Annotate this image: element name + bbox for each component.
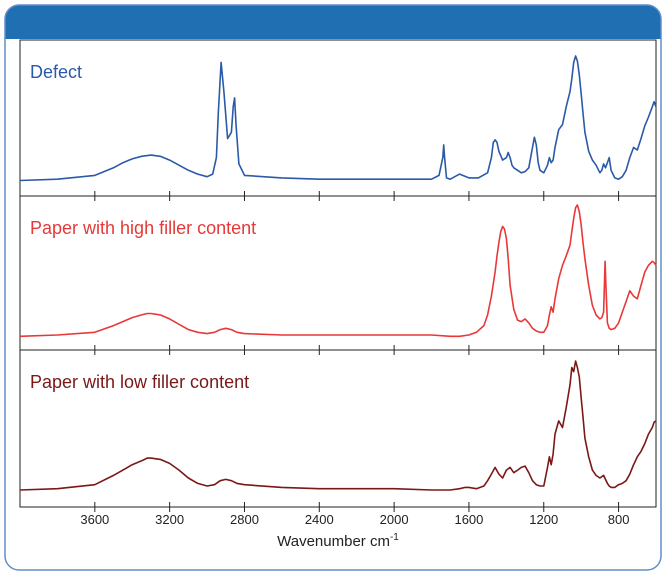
frame-background	[5, 5, 661, 570]
x-tick-label: 2000	[380, 512, 409, 527]
x-tick-label: 2800	[230, 512, 259, 527]
frame-border	[4, 4, 662, 571]
x-tick-label: 2400	[305, 512, 334, 527]
x-tick-label: 3200	[155, 512, 184, 527]
series-line-2	[19, 204, 657, 338]
x-tick-label: 3600	[80, 512, 109, 527]
plot-area: 3600 3200 2800 2400 2000 1600 1200 800 Defect Pa…	[19, 39, 657, 527]
x-tick-label: 1600	[454, 512, 483, 527]
x-axis-ticks	[94, 191, 620, 512]
x-axis-title-text: Wavenumber cm	[277, 533, 390, 550]
series-lines	[19, 55, 657, 491]
series-labels: Defect Paper with high filler content Pape…	[30, 62, 256, 392]
plot-border	[19, 39, 657, 508]
series-label-2: Paper with high filler content	[30, 218, 256, 238]
x-tick-label: 1200	[529, 512, 558, 527]
series-line-3	[19, 360, 657, 491]
x-axis-title-superscript: -1	[390, 532, 399, 543]
header-band	[5, 5, 661, 39]
series-label-1: Defect	[30, 62, 82, 82]
series-line-1	[19, 55, 657, 182]
x-axis-title: Wavenumber cm-1	[277, 532, 399, 550]
x-tick-label: 800	[608, 512, 630, 527]
series-label-3: Paper with low filler content	[30, 372, 249, 392]
x-axis-tick-labels: 3600 3200 2800 2400 2000 1600 1200 800	[80, 512, 629, 527]
